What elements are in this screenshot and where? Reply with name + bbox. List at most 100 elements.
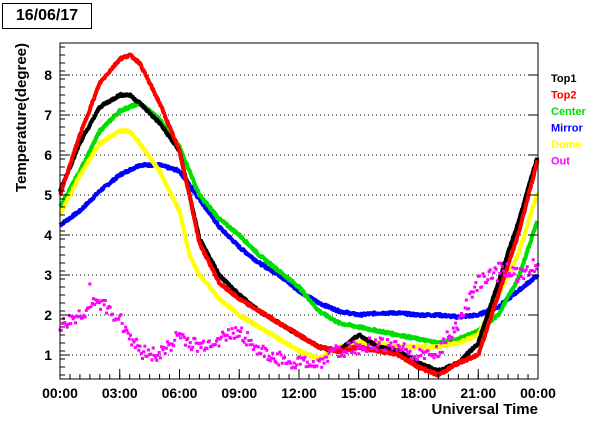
out-point — [103, 298, 107, 302]
out-point — [381, 337, 385, 341]
out-point — [471, 290, 475, 294]
out-point — [106, 306, 110, 310]
out-point — [174, 331, 178, 335]
out-point — [336, 355, 340, 359]
out-point — [384, 349, 388, 353]
out-point — [451, 326, 455, 330]
out-point — [341, 350, 345, 354]
out-point — [225, 333, 229, 337]
out-point — [160, 345, 164, 349]
out-point — [93, 303, 97, 307]
out-point — [247, 339, 251, 343]
out-point — [105, 311, 109, 315]
legend-top1: Top1 — [551, 73, 576, 85]
out-point — [324, 355, 328, 359]
axes: 1 2 3 4 5 6 7 8 00:00 03:00 06:00 09:00 12:00 15:00 18… — [13, 43, 556, 418]
out-point — [505, 262, 509, 266]
out-point — [120, 321, 124, 325]
out-point — [434, 345, 438, 349]
out-point — [359, 345, 363, 349]
out-point — [431, 353, 435, 357]
out-point — [482, 274, 486, 278]
out-point — [298, 362, 302, 366]
out-point — [406, 350, 410, 354]
out-point — [397, 345, 401, 349]
out-point — [528, 270, 532, 274]
out-point — [292, 361, 296, 365]
out-point — [138, 344, 142, 348]
out-point — [440, 350, 444, 354]
out-point — [449, 338, 453, 342]
out-point — [232, 336, 236, 340]
out-point — [259, 352, 263, 356]
x-tick-label: 15:00 — [341, 385, 377, 401]
out-point — [477, 274, 481, 278]
out-point — [304, 365, 308, 369]
out-point — [89, 305, 93, 309]
out-point — [342, 354, 346, 358]
out-point — [254, 344, 258, 348]
y-tick-label: 6 — [44, 147, 52, 163]
out-point — [226, 328, 230, 332]
out-point — [372, 346, 376, 350]
out-point — [420, 349, 424, 353]
out-point — [123, 329, 127, 333]
out-point — [520, 268, 524, 272]
out-point — [96, 298, 100, 302]
out-point — [201, 339, 205, 343]
out-point — [394, 339, 398, 343]
out-point — [473, 285, 477, 289]
out-point — [126, 331, 130, 335]
series-dome — [58, 128, 540, 362]
out-point — [275, 352, 279, 356]
out-point — [145, 354, 149, 358]
out-point — [224, 338, 228, 342]
out-point — [66, 322, 70, 326]
out-point — [182, 335, 186, 339]
out-point — [389, 341, 393, 345]
out-point — [377, 341, 381, 345]
out-point — [256, 345, 260, 349]
out-point — [463, 306, 467, 310]
out-point — [460, 311, 464, 315]
out-point — [352, 340, 356, 344]
out-point — [353, 351, 357, 355]
out-point — [101, 298, 105, 302]
out-point — [402, 342, 406, 346]
out-point — [199, 346, 203, 350]
out-point — [417, 354, 420, 358]
out-point — [385, 338, 389, 342]
out-point — [373, 338, 377, 342]
out-point — [531, 258, 535, 262]
out-point — [516, 279, 520, 283]
out-point — [173, 338, 177, 342]
series-top2 — [58, 52, 540, 378]
out-point — [265, 348, 269, 352]
out-point — [65, 325, 69, 329]
out-point — [131, 338, 135, 342]
out-point — [504, 274, 508, 278]
out-point — [498, 271, 502, 275]
out-point — [365, 349, 369, 353]
out-point — [519, 274, 523, 278]
out-point — [329, 347, 333, 351]
out-point — [468, 292, 472, 296]
out-point — [421, 351, 425, 355]
out-point — [326, 359, 330, 363]
out-point — [293, 366, 297, 370]
out-point — [530, 268, 534, 272]
out-point — [305, 360, 309, 364]
out-point — [274, 361, 278, 365]
legend: Top1 Top2 Center Mirror Dome Out — [551, 73, 587, 168]
out-point — [71, 317, 75, 321]
out-point — [207, 339, 211, 343]
out-point — [432, 356, 436, 360]
out-point — [411, 357, 415, 361]
out-point — [412, 345, 416, 349]
out-point — [419, 353, 423, 357]
out-point — [454, 321, 458, 325]
out-point — [391, 345, 395, 349]
out-point — [500, 264, 504, 268]
out-point — [134, 337, 138, 341]
